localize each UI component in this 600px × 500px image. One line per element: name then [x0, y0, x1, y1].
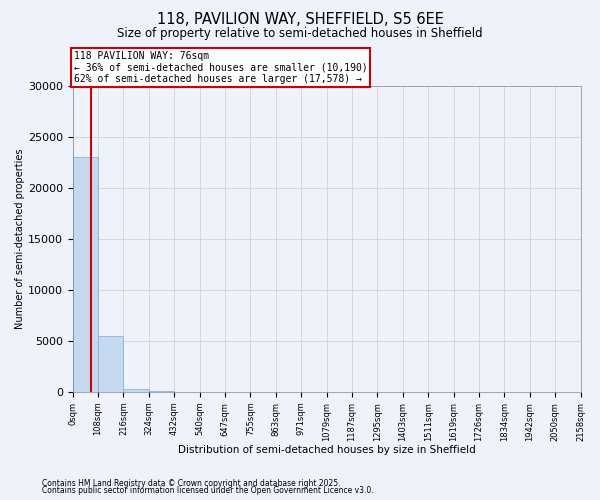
Bar: [73, 157, 98, 392]
Bar: [124, 389, 149, 392]
X-axis label: Distribution of semi-detached houses by size in Sheffield: Distribution of semi-detached houses by …: [178, 445, 475, 455]
Text: 118 PAVILION WAY: 76sqm
← 36% of semi-detached houses are smaller (10,190)
62% o: 118 PAVILION WAY: 76sqm ← 36% of semi-de…: [74, 50, 367, 84]
Text: Size of property relative to semi-detached houses in Sheffield: Size of property relative to semi-detach…: [117, 28, 483, 40]
Bar: [98, 336, 124, 392]
Text: 118, PAVILION WAY, SHEFFIELD, S5 6EE: 118, PAVILION WAY, SHEFFIELD, S5 6EE: [157, 12, 443, 28]
Text: Contains public sector information licensed under the Open Government Licence v3: Contains public sector information licen…: [42, 486, 374, 495]
Text: Contains HM Land Registry data © Crown copyright and database right 2025.: Contains HM Land Registry data © Crown c…: [42, 478, 341, 488]
Y-axis label: Number of semi-detached properties: Number of semi-detached properties: [15, 148, 25, 329]
